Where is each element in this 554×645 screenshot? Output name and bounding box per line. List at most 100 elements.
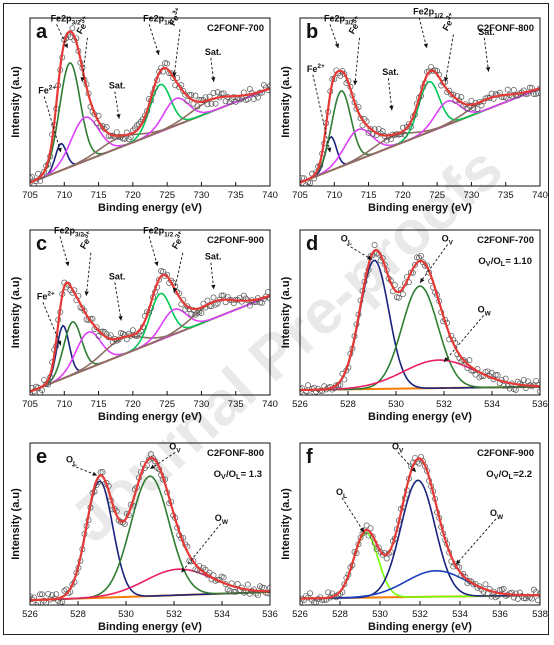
- x-tick-label: 534: [214, 609, 230, 620]
- axes-frame: [299, 442, 541, 606]
- axes-frame: [299, 17, 541, 187]
- x-tick-label: 526: [292, 399, 308, 410]
- annotation-arrow-line: [149, 452, 176, 470]
- raw-data-point: [210, 294, 217, 301]
- raw-data-point: [466, 357, 473, 364]
- peak-annotation: OV: [169, 441, 181, 454]
- fitted-envelope: [30, 456, 270, 602]
- raw-data-point: [363, 522, 370, 529]
- annotation-arrow-head: [63, 43, 68, 49]
- raw-data-point: [97, 328, 104, 335]
- x-tick-label: 705: [22, 399, 38, 410]
- raw-data-point: [220, 574, 227, 581]
- x-axis-label: Binding energy (eV): [98, 202, 202, 214]
- raw-data-point: [39, 591, 46, 598]
- raw-data-point: [265, 289, 270, 296]
- annotation-arrow-head: [456, 559, 461, 565]
- x-tick-label: 725: [159, 190, 175, 201]
- annotation-arrow-head: [57, 147, 62, 153]
- raw-data-point: [361, 528, 368, 535]
- plot-area: [30, 451, 270, 605]
- x-tick-label: 715: [91, 190, 107, 201]
- annotation-arrow-line: [483, 37, 490, 72]
- annotation-arrow-head: [57, 340, 62, 346]
- peak-annotation: Sat.: [109, 272, 126, 282]
- peak-annotation: OW: [490, 508, 504, 521]
- raw-data-point: [164, 60, 171, 67]
- annotation-arrow-head: [172, 287, 178, 293]
- peak-annotation: Fe3+: [77, 230, 96, 251]
- x-tick-label: 715: [91, 399, 107, 410]
- x-tick-label: 536: [262, 609, 278, 620]
- annotation-arrow-head: [420, 277, 425, 283]
- raw-data-point: [492, 371, 499, 378]
- raw-data-point: [311, 599, 318, 605]
- sample-name: C2FONF-700: [477, 235, 534, 246]
- raw-data-point: [129, 327, 136, 334]
- raw-data-point: [240, 292, 247, 299]
- raw-data-point: [510, 87, 517, 93]
- raw-data-point: [188, 310, 195, 317]
- annotation-arrow-line: [354, 37, 360, 86]
- peak-annotation: Fe2p1/2: [143, 225, 173, 238]
- annotation-arrow-line: [42, 302, 62, 346]
- annotation-arrow-line: [148, 24, 160, 56]
- raw-data-point: [325, 589, 332, 596]
- raw-data-point: [194, 103, 201, 110]
- peak-annotation: Fe3+: [346, 15, 365, 36]
- raw-data-point: [182, 306, 189, 313]
- annotation-arrow-head: [444, 357, 449, 362]
- peak-annotation: OV: [392, 441, 404, 454]
- x-tick-label: 705: [292, 190, 308, 201]
- raw-data-point: [535, 597, 540, 604]
- panel-letter: c: [36, 233, 47, 255]
- annotation-arrow-head: [389, 105, 394, 111]
- raw-data-point: [365, 532, 372, 539]
- raw-data-point: [512, 590, 519, 597]
- ov-ol-ratio: OV /OL = 1.3: [214, 469, 262, 481]
- axes-frame: [29, 229, 271, 396]
- x-tick-label: 740: [532, 190, 548, 201]
- annotation-arrow-line: [173, 252, 184, 293]
- raw-data-point: [119, 519, 126, 526]
- peak-annotation: Fe3+: [166, 6, 185, 27]
- raw-data-point: [537, 388, 540, 395]
- x-tick-label: 705: [22, 190, 38, 201]
- raw-data-point: [254, 94, 261, 101]
- panel-letter: f: [306, 446, 313, 468]
- x-tick-label: 528: [70, 609, 86, 620]
- raw-data-point: [244, 581, 251, 588]
- x-axis-label: Binding energy (eV): [98, 411, 202, 423]
- ov-ol-ratio: OV /OL = 1.10: [478, 256, 532, 268]
- x-tick-label: 534: [452, 609, 468, 620]
- raw-data-point: [337, 72, 344, 79]
- raw-data-point: [232, 588, 239, 595]
- x-tick-label: 740: [262, 190, 278, 201]
- raw-data-point: [462, 358, 469, 365]
- raw-data-point: [512, 386, 519, 393]
- raw-data-point: [313, 169, 320, 176]
- axes-frame: [29, 17, 271, 187]
- raw-data-point: [524, 378, 531, 385]
- x-axis-label: Binding energy (eV): [368, 621, 472, 633]
- peak-component-1: [300, 479, 540, 600]
- panel-letter: b: [306, 21, 318, 43]
- annotation-arrow-head: [150, 464, 155, 469]
- peak-annotation: Fe3+: [74, 15, 93, 36]
- raw-data-point: [303, 388, 310, 395]
- raw-data-point: [537, 591, 540, 597]
- annotation-arrow-line: [455, 518, 497, 565]
- x-tick-label: 532: [436, 399, 452, 410]
- x-axis-label: Binding energy (eV): [368, 202, 472, 214]
- y-axis-label: Intensity (a.u): [10, 276, 22, 348]
- annotation-arrow-head: [211, 284, 216, 290]
- sample-name: C2FONF-900: [207, 235, 264, 246]
- peak-annotation: Fe2+: [307, 63, 325, 74]
- raw-data-point: [488, 593, 495, 600]
- raw-data-point: [146, 456, 152, 463]
- peak-annotation: Sat.: [109, 81, 126, 91]
- raw-data-point: [494, 372, 501, 379]
- raw-data-point: [530, 91, 537, 97]
- annotation-arrow-head: [181, 567, 186, 573]
- sample-name: C2FONF-900: [477, 448, 534, 459]
